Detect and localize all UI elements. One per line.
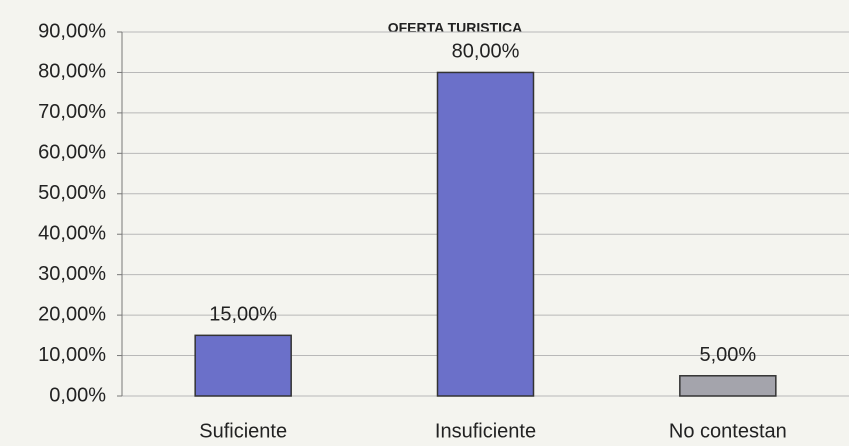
- chart-title: OFERTA TURISTICA: [388, 20, 523, 36]
- x-tick-label: Suficiente: [199, 420, 287, 442]
- y-tick-label: 60,00%: [38, 142, 106, 164]
- x-tick-label: Insuficiente: [435, 420, 536, 442]
- y-tick-label: 80,00%: [38, 61, 106, 83]
- y-tick-label: 30,00%: [38, 263, 106, 285]
- y-tick-label: 70,00%: [38, 101, 106, 123]
- y-tick-label: 20,00%: [38, 303, 106, 325]
- x-tick-label: No contestan: [669, 420, 787, 442]
- bar: [679, 375, 777, 397]
- bar: [436, 71, 535, 397]
- bar: [194, 334, 292, 397]
- y-tick-label: 0,00%: [49, 384, 106, 406]
- y-tick-label: 10,00%: [38, 344, 106, 366]
- y-tick-label: 40,00%: [38, 223, 106, 245]
- value-label: 80,00%: [452, 41, 520, 63]
- y-tick-label: 90,00%: [38, 20, 106, 42]
- value-label: 15,00%: [209, 304, 277, 326]
- value-label: 5,00%: [699, 344, 756, 366]
- y-tick-label: 50,00%: [38, 182, 106, 204]
